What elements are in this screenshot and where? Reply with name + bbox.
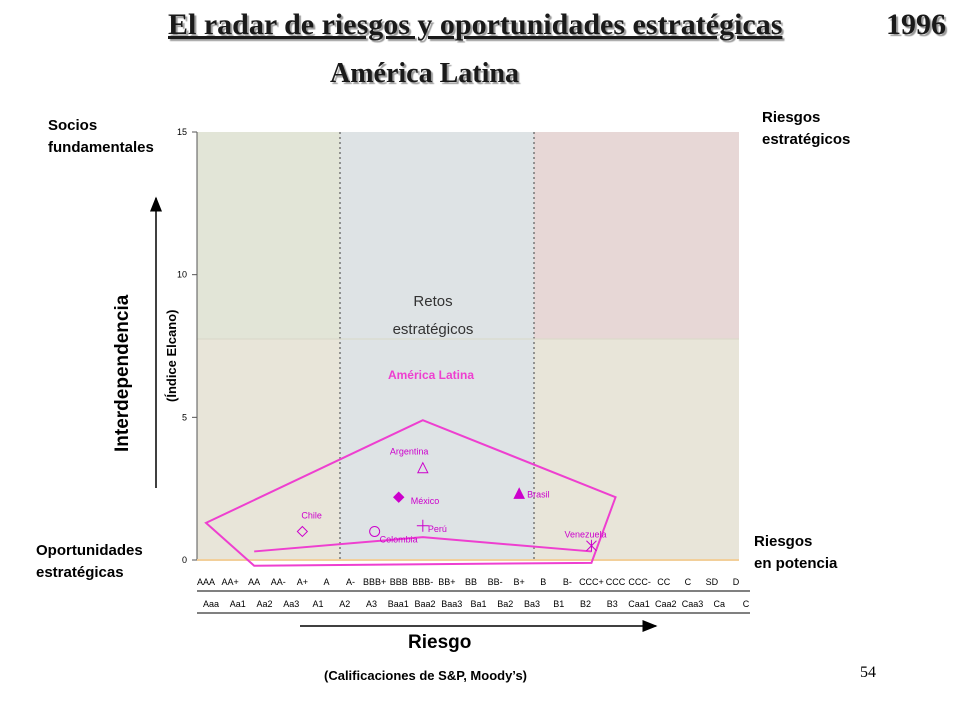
- y-axis-ticks: 0 5 10 15: [177, 127, 197, 565]
- x-axis-title: Riesgo: [408, 632, 472, 653]
- x-axis-sp-labels: AAA AA+ AA AA- A+ A A- BBB+ BBB BBB- BB+ BB BB- B+ B B-…: [197, 577, 740, 587]
- region-shapes: [204, 419, 617, 567]
- x-tick-label-sp: BB+: [438, 577, 455, 587]
- x-tick-label-sp: BBB+: [363, 577, 386, 587]
- region-outer-polygon: [204, 419, 617, 567]
- quadrant-label-line: en potencia: [754, 555, 838, 572]
- point-brasil: [513, 487, 525, 499]
- x-tick-label-sp: SD: [706, 577, 719, 587]
- x-tick-label-sp: AAA: [197, 577, 215, 587]
- x-tick-label-moodys: Baa3: [441, 599, 462, 609]
- x-tick-label-sp: BBB: [390, 577, 408, 587]
- chart-title: El radar de riesgos y oportunidades estr…: [168, 8, 783, 41]
- quadrant-label-bottom-left: Oportunidades estratégicas: [36, 540, 143, 584]
- center-zone-label-line1: Retos: [413, 293, 452, 310]
- x-tick-label-moodys: Ba2: [497, 599, 513, 609]
- center-zone-label-line2: estratégicos: [393, 321, 474, 338]
- y-tick-label: 15: [177, 127, 187, 137]
- quadrant-label-top-right: Riesgos estratégicos: [762, 107, 850, 151]
- quadrant-label-line: Riesgos: [754, 533, 813, 550]
- retos-zone: [340, 132, 534, 560]
- quadrant-label-line: estratégicas: [36, 564, 124, 581]
- x-tick-label-moodys: Aa1: [230, 599, 246, 609]
- y-tick-label: 10: [177, 270, 187, 280]
- x-tick-label-moodys: Baa2: [414, 599, 435, 609]
- quadrant-label-line: fundamentales: [48, 139, 154, 156]
- riesgos-estrategicos-zone: [534, 132, 739, 339]
- chart-subtitle: América Latina: [330, 58, 519, 89]
- x-tick-label-moodys: A1: [312, 599, 323, 609]
- x-tick-label-moodys: B1: [553, 599, 564, 609]
- x-tick-label-moodys: Aa3: [283, 599, 299, 609]
- socios-zone: [197, 132, 340, 339]
- x-tick-label-moodys: B2: [580, 599, 591, 609]
- chart-year: 1996: [886, 8, 946, 41]
- x-tick-label-moodys: Caa1: [628, 599, 650, 609]
- region-label: América Latina: [388, 368, 474, 382]
- x-tick-label-sp: D: [733, 577, 740, 587]
- x-axis-subtitle: (Calificaciones de S&P, Moody’s): [324, 668, 527, 683]
- point-mexico: [393, 491, 405, 503]
- x-axis-moodys-labels: Aaa Aa1 Aa2 Aa3 A1 A2 A3 Baa1 Baa2 Baa3 Ba1 Ba2 Ba3 B…: [203, 599, 750, 609]
- page-number: 54: [860, 664, 876, 681]
- x-tick-label-moodys: Ba3: [524, 599, 540, 609]
- point-peru-label: Perú: [428, 524, 447, 534]
- x-tick-label-sp: A+: [297, 577, 308, 587]
- x-tick-label-sp: B+: [514, 577, 525, 587]
- region-inner-line: [254, 536, 592, 553]
- y-tick-label: 5: [182, 412, 187, 422]
- x-tick-label-sp: A: [323, 577, 329, 587]
- x-tick-label-sp: BBB-: [412, 577, 433, 587]
- x-tick-label-sp: AA-: [271, 577, 286, 587]
- riesgos-potencia-zone: [534, 339, 739, 560]
- x-tick-label-sp: CCC+: [579, 577, 604, 587]
- point-argentina: [417, 461, 429, 474]
- x-tick-label-moodys: A3: [366, 599, 377, 609]
- x-tick-label-moodys: Baa1: [388, 599, 409, 609]
- quadrant-label-bottom-right: Riesgos en potencia: [754, 531, 837, 575]
- oportunidades-zone: [197, 339, 340, 560]
- x-tick-label-sp: A-: [346, 577, 355, 587]
- x-tick-label-sp: CCC: [606, 577, 626, 587]
- country-points: Argentina México Brasil Chile Colombia Perú Ve…: [296, 447, 607, 552]
- x-tick-label-sp: B: [540, 577, 546, 587]
- x-tick-label-sp: B-: [563, 577, 572, 587]
- quadrant-label-top-left: Socios fundamentales: [48, 115, 154, 159]
- x-tick-label-sp: BB-: [488, 577, 503, 587]
- x-tick-label-sp: AA: [248, 577, 260, 587]
- point-venezuela: [586, 539, 597, 552]
- x-tick-label-sp: CCC-: [628, 577, 651, 587]
- x-tick-label-moodys: Caa2: [655, 599, 677, 609]
- x-tick-label-sp: CC: [657, 577, 670, 587]
- x-tick-label-moodys: Ca: [713, 599, 725, 609]
- quadrant-label-line: Socios: [48, 117, 98, 134]
- point-peru: [416, 519, 429, 532]
- quadrant-label-line: estratégicos: [762, 131, 851, 148]
- point-brasil-label: Brasil: [527, 489, 550, 499]
- x-tick-label-moodys: Aaa: [203, 599, 219, 609]
- point-venezuela-label: Venezuela: [564, 530, 606, 540]
- x-tick-label-sp: C: [685, 577, 692, 587]
- x-tick-label-moodys: Ba1: [470, 599, 486, 609]
- quadrant-label-line: Oportunidades: [36, 542, 143, 559]
- point-argentina-label: Argentina: [390, 447, 429, 457]
- y-tick-label: 0: [182, 555, 187, 565]
- x-tick-label-sp: AA+: [221, 577, 238, 587]
- x-tick-label-moodys: C: [743, 599, 750, 609]
- x-tick-label-moodys: Aa2: [256, 599, 272, 609]
- point-mexico-label: México: [411, 496, 440, 506]
- point-colombia: [369, 525, 381, 537]
- point-colombia-label: Colombia: [380, 534, 418, 544]
- x-tick-label-moodys: A2: [339, 599, 350, 609]
- point-chile-label: Chile: [301, 510, 322, 520]
- x-tick-label-moodys: B3: [607, 599, 618, 609]
- point-chile: [296, 525, 309, 538]
- x-tick-label-moodys: Caa3: [682, 599, 704, 609]
- quadrant-label-line: Riesgos: [762, 109, 821, 126]
- x-tick-label-sp: BB: [465, 577, 477, 587]
